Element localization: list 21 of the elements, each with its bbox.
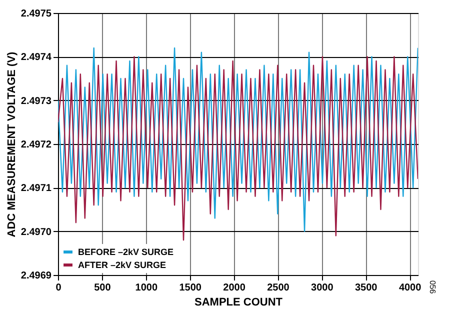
x-tick-label: 1500: [179, 282, 202, 294]
x-tick-label: 2000: [223, 282, 246, 294]
x-tick-label: 2500: [267, 282, 290, 294]
x-tick-label: 0: [56, 282, 62, 294]
y-tick-label: 2.4975: [20, 8, 52, 20]
y-axis-title: ADC MEASUREMENT VOLTAGE (V): [6, 51, 18, 238]
y-tick-label: 2.4974: [20, 52, 52, 64]
x-tick-label: 3500: [354, 282, 378, 294]
text: 056: [428, 280, 437, 294]
y-tick-label: 2.4971: [20, 183, 52, 194]
legend-label: AFTER –2kV SURGE: [78, 260, 166, 270]
legend-label: BEFORE –2kV SURGE: [78, 247, 174, 257]
x-axis-title: SAMPLE COUNT: [194, 296, 283, 308]
x-tick-label: 500: [94, 282, 112, 294]
y-tick-label: 2.4973: [20, 96, 52, 107]
x-tick-label: 3000: [311, 282, 334, 294]
x-tick-label: 1000: [135, 282, 158, 294]
y-tick-label: 2.4970: [20, 226, 52, 238]
y-tick-label: 2.4969: [20, 270, 52, 282]
x-tick-label: 4000: [398, 282, 422, 294]
y-tick-label: 2.4972: [20, 140, 52, 150]
